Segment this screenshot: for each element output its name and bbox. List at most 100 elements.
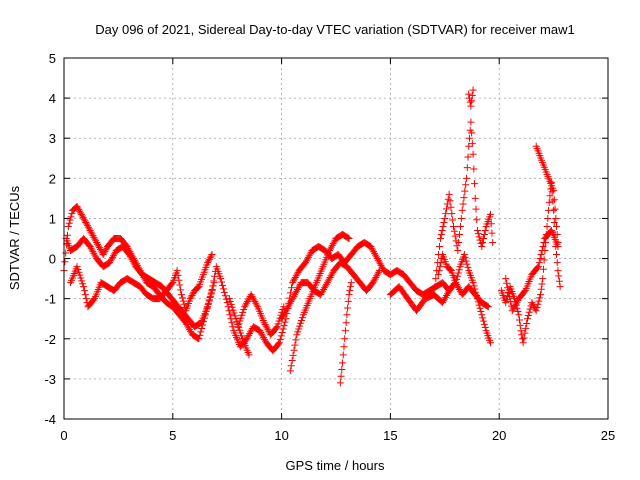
data-point: [549, 197, 557, 205]
data-point: [504, 284, 512, 292]
data-point: [444, 288, 452, 296]
data-point: [77, 274, 85, 282]
data-point: [180, 300, 188, 308]
data-point: [227, 300, 235, 308]
data-point: [61, 258, 69, 266]
data-point: [207, 252, 215, 260]
data-point: [205, 296, 213, 304]
data-point: [545, 198, 553, 206]
data-point: [479, 314, 487, 322]
data-point: [439, 222, 447, 230]
data-point: [535, 297, 543, 305]
data-point: [82, 295, 90, 303]
data-point: [486, 210, 494, 218]
data-point: [295, 325, 303, 333]
data-point: [76, 207, 84, 215]
data-point: [518, 335, 526, 343]
data-point: [279, 306, 287, 314]
data-point: [347, 279, 355, 287]
data-point: [204, 303, 212, 311]
data-point: [441, 214, 449, 222]
data-point: [525, 308, 533, 316]
data-point: [237, 314, 245, 322]
data-point: [189, 290, 197, 298]
data-point: [464, 153, 472, 161]
data-point: [476, 304, 484, 312]
data-point: [486, 339, 494, 347]
data-point: [288, 284, 296, 292]
y-tick-label: 1: [49, 211, 56, 226]
data-point: [464, 263, 472, 271]
data-point: [488, 229, 496, 237]
data-point: [471, 194, 479, 202]
data-point: [233, 318, 241, 326]
data-point: [461, 187, 469, 195]
data-point: [538, 280, 546, 288]
x-axis-label: GPS time / hours: [286, 458, 385, 473]
data-point: [272, 324, 280, 332]
data-point: [538, 247, 546, 255]
data-point: [555, 272, 563, 280]
data-point: [460, 251, 468, 259]
data-point: [454, 247, 462, 255]
data-point: [442, 210, 450, 218]
data-point: [446, 266, 454, 274]
data-point: [84, 222, 92, 230]
data-point: [443, 205, 451, 213]
data-point: [291, 341, 299, 349]
data-point: [521, 329, 529, 337]
data-point: [458, 206, 466, 214]
data-point: [468, 129, 476, 137]
data-point: [75, 206, 83, 214]
data-point: [278, 308, 286, 316]
y-tick-label: -1: [44, 292, 56, 307]
data-point: [64, 222, 72, 230]
x-tick-label: 0: [60, 428, 67, 443]
data-point: [473, 226, 481, 234]
data-point: [238, 311, 246, 319]
data-point: [440, 218, 448, 226]
data-point: [523, 315, 531, 323]
data-point: [456, 230, 464, 238]
data-point: [467, 118, 475, 126]
data-point: [274, 340, 282, 348]
data-point: [345, 291, 353, 299]
data-point: [275, 339, 283, 347]
data-point: [101, 247, 109, 255]
y-tick-label: 0: [49, 252, 56, 267]
data-point: [344, 297, 352, 305]
data-point: [237, 329, 245, 337]
data-point: [210, 279, 218, 287]
data-point: [539, 243, 547, 251]
data-point: [230, 309, 238, 317]
data-point: [195, 335, 203, 343]
data-point: [187, 293, 195, 301]
data-point: [82, 218, 90, 226]
data-point: [293, 331, 301, 339]
data-point: [551, 205, 559, 213]
data-point: [451, 232, 459, 240]
data-point: [530, 302, 538, 310]
data-point: [447, 203, 455, 211]
data-point: [340, 343, 348, 351]
data-point: [523, 320, 531, 328]
data-point: [484, 303, 492, 311]
data-point: [205, 255, 213, 263]
data-point: [480, 317, 488, 325]
data-point: [226, 298, 234, 306]
data-point: [204, 259, 212, 267]
data-point: [294, 328, 302, 336]
data-point: [468, 140, 476, 148]
data-point: [225, 307, 233, 315]
data-point: [539, 275, 547, 283]
data-point: [506, 298, 514, 306]
data-point: [489, 239, 497, 247]
data-point: [177, 286, 185, 294]
data-point: [553, 222, 561, 230]
data-point: [455, 266, 463, 274]
data-point: [502, 299, 510, 307]
data-point: [239, 308, 247, 316]
data-point: [503, 279, 511, 287]
data-point: [477, 308, 485, 316]
data-point: [540, 256, 548, 264]
